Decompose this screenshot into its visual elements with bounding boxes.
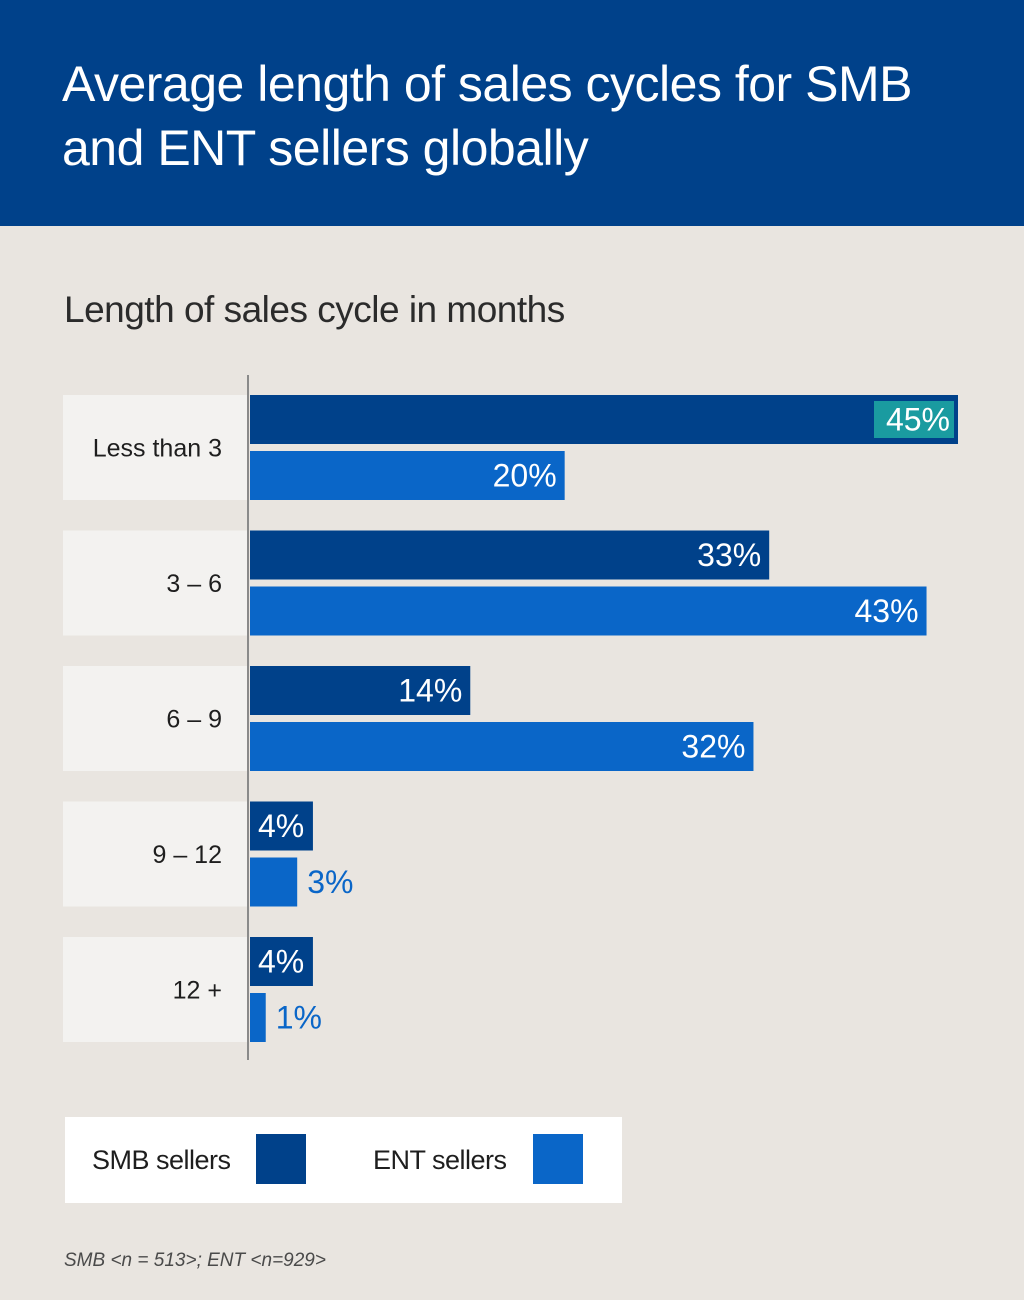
- data-label: 45%: [886, 402, 950, 438]
- smb-bar: [250, 801, 313, 851]
- category-label: 12 +: [173, 977, 222, 1005]
- data-label: 3%: [307, 864, 353, 900]
- bar-group: 3 – 6 33% 43%: [63, 530, 927, 636]
- category-box: [63, 937, 247, 1042]
- bar-group: 9 – 12 4%3%: [63, 801, 353, 907]
- data-label: 43%: [854, 593, 918, 629]
- legend-swatch-smb: [256, 1134, 306, 1184]
- data-label: 32%: [681, 729, 745, 765]
- data-label: 1%: [276, 1000, 322, 1036]
- highlight-label-box: [874, 401, 954, 438]
- legend-label-smb: SMB sellers: [92, 1145, 231, 1175]
- bar-group: 12 + 4% 1%: [63, 937, 322, 1042]
- category-label: 6 – 9: [166, 706, 222, 734]
- smb-bar: [250, 937, 313, 986]
- page-title: Average length of sales cycles for SMB a…: [62, 56, 912, 176]
- data-label: 20%: [493, 458, 557, 494]
- ent-bar: [250, 722, 754, 771]
- data-label: 14%: [398, 673, 462, 709]
- category-box: [63, 801, 247, 907]
- chart-legend: SMB sellers ENT sellers: [65, 1117, 622, 1203]
- data-label: 4%: [258, 808, 304, 844]
- ent-bar: [250, 993, 266, 1042]
- smb-bar: [250, 530, 770, 580]
- data-label: 4%: [258, 944, 304, 980]
- category-box: [63, 666, 247, 771]
- header-banner: Average length of sales cycles for SMB a…: [0, 0, 1024, 226]
- bar-chart: Less than 3 45% 20% 3 – 6 33% 43% 6 – 9 14% 32% 9…: [63, 375, 958, 1060]
- legend-label-ent: ENT sellers: [373, 1145, 507, 1175]
- bar-group: Less than 3 45% 20%: [63, 395, 958, 500]
- category-box: [63, 395, 247, 500]
- bar-group: 6 – 9 14% 32%: [63, 666, 754, 771]
- ent-bar: [250, 451, 565, 500]
- ent-bar: [250, 586, 927, 636]
- chart-title: Length of sales cycle in months: [64, 289, 565, 330]
- category-label: 3 – 6: [166, 570, 222, 598]
- smb-bar: [250, 666, 471, 715]
- category-label: 9 – 12: [152, 841, 222, 869]
- smb-bar: [250, 395, 958, 444]
- category-box: [63, 530, 247, 636]
- ent-bar: [250, 857, 298, 907]
- legend-swatch-ent: [533, 1134, 583, 1184]
- sample-size-footnote: SMB <n = 513>; ENT <n=929>: [64, 1250, 326, 1271]
- category-label: Less than 3: [93, 435, 222, 463]
- data-label: 33%: [697, 537, 761, 573]
